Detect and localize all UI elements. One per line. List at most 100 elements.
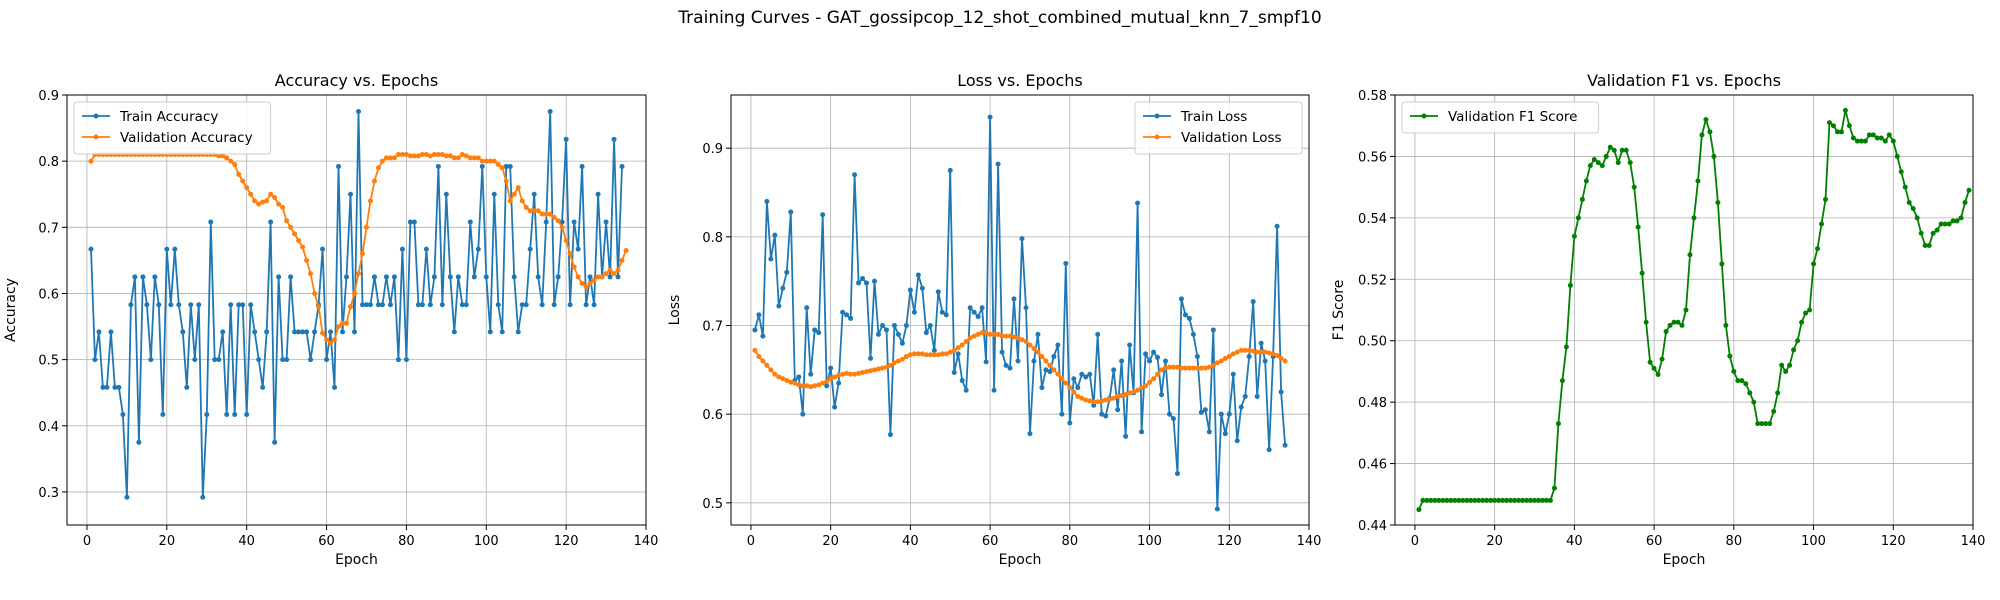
panel1-series-1-point [367, 302, 373, 308]
panel1-series-1-point [607, 274, 613, 280]
panel3-series-1-point [1854, 138, 1860, 144]
panel3-series-1-point [1715, 200, 1721, 205]
panel1-series-1-point [587, 274, 593, 280]
panel1-series-2-point [300, 244, 306, 250]
panel2-series-2-point [856, 370, 862, 376]
panel3-y-tick-label: 0.52 [1358, 273, 1387, 288]
panel3-series-1-point [1799, 319, 1805, 325]
panel1-y-tick-label: 0.3 [38, 486, 59, 501]
panel2-series-1-point [872, 278, 878, 284]
panel1-series-2-point [591, 277, 597, 283]
panel3-series-1-point [1934, 227, 1940, 233]
panel3-series-1-point [1635, 224, 1641, 230]
panel2-series-1-point [887, 432, 893, 438]
panel2-series-2-point [1226, 354, 1232, 360]
panel2-series-2-point [1194, 365, 1200, 371]
panel1-series-1-point [104, 384, 110, 390]
panel1-series-1-point [128, 302, 134, 308]
panel2-series-2-point [907, 352, 913, 358]
panel1-series-1-point [344, 274, 350, 280]
panel3-series-1-point [1607, 144, 1613, 150]
panel2-series-2-point [883, 364, 889, 370]
panel2-y-tick-label: 0.9 [702, 142, 723, 157]
panel1-series-1-point [328, 329, 334, 335]
panel2-series-1-point [959, 377, 965, 383]
panel1-series-1-point [527, 246, 533, 252]
panel3-series-1-point [1484, 497, 1490, 503]
panel2-series-1-point [1099, 411, 1105, 417]
panel2-series-2-point [868, 368, 874, 374]
panel3-series-1-point [1472, 497, 1478, 503]
panel1-series-1-point [224, 412, 230, 418]
panel3-series-1-point [1679, 322, 1685, 328]
panel3-series-1-point [1591, 157, 1597, 162]
panel3-series-1-point [1795, 338, 1801, 344]
panel1-x-axis-label: Epoch [335, 552, 378, 568]
panel1-series-1-point [252, 329, 258, 335]
panel1-y-tick-label: 0.9 [38, 89, 59, 104]
panel1-series-2-point [407, 153, 413, 159]
panel3-series-1-point [1727, 353, 1733, 359]
panel2-series-2-point [820, 380, 826, 386]
panel3-series-1-point [1643, 319, 1649, 325]
panel3-x-tick-label: 140 [1961, 534, 1986, 549]
panel2-series-1-point [1206, 429, 1212, 435]
panel2-y-tick-label: 0.8 [702, 231, 723, 246]
panel1-series-1-point [352, 329, 358, 335]
panel3-series-1-point [1416, 507, 1422, 513]
panel1-series-2-point [367, 198, 373, 204]
panel2-series-1-point [1083, 374, 1089, 380]
panel2-series-2-point [939, 351, 945, 357]
panel1-series-1-point [407, 219, 413, 225]
panel3-series-1-point [1448, 497, 1454, 503]
panel2-series-1-point [895, 331, 901, 337]
panel1-series-1-point [503, 163, 509, 169]
panel1-series-2-point [607, 267, 613, 273]
panel1-series-1-point [292, 329, 298, 335]
panel1-series-1-point [403, 357, 409, 363]
panel3-series-1-point [1504, 497, 1510, 503]
panel2-legend-swatch-marker [1154, 134, 1160, 140]
panel2-x-tick-label: 40 [902, 534, 919, 549]
panel1-series-1-point [519, 302, 525, 308]
panel1-series-2-point [220, 153, 226, 159]
panel2-series-1-point [816, 330, 822, 336]
panel2-series-1-point [1186, 315, 1192, 321]
panel2-series-2-point [1075, 393, 1081, 399]
panel2-series-2-point [919, 351, 925, 357]
panel1-series-2-point [615, 267, 621, 273]
panel3-series-1-point [1691, 215, 1697, 221]
panel2-series-2-point [891, 360, 897, 366]
panel1-x-tick-label: 100 [474, 534, 499, 549]
panel2-series-2-point [979, 330, 985, 336]
panel1-series-1-point [212, 357, 218, 363]
panel1-series-1-point [431, 274, 437, 280]
panel2-series-2-point [840, 371, 846, 377]
panel2-series-1-point [963, 387, 969, 393]
panel1-series-1-point [116, 384, 122, 390]
panel3-y-tick-label: 0.48 [1358, 396, 1387, 411]
panel3-series-1-point [1862, 138, 1868, 144]
panel3-y-tick-label: 0.50 [1358, 335, 1387, 350]
panel1-series-1-point [256, 357, 262, 363]
panel2-series-1-point [971, 309, 977, 315]
panel1-series-2-point [499, 165, 505, 171]
panel2-series-2-point [1023, 338, 1029, 344]
panel1-series-2-point [483, 158, 489, 164]
panel2-series-1-point [923, 330, 929, 336]
panel2-series-2-point [1266, 350, 1272, 356]
panel1-series-2-point [304, 257, 310, 263]
panel2-series-1-point [868, 355, 874, 361]
panel2-series-2-point [860, 370, 866, 376]
panel1-series-2-point [403, 152, 409, 158]
panel1-x-tick-label: 60 [318, 534, 335, 549]
panel1-series-2-point [459, 152, 465, 158]
panel2-series-1-point [1075, 385, 1081, 391]
panel2-series-1-point [776, 303, 782, 309]
panel2-series-1-point [804, 305, 810, 311]
panel1-series-1-point [515, 329, 521, 335]
panel2-series-2-point [756, 354, 762, 360]
panel2-series-2-point [1230, 351, 1236, 357]
panel2-legend-box [1134, 101, 1303, 155]
panel3-series-1-point [1428, 497, 1434, 503]
